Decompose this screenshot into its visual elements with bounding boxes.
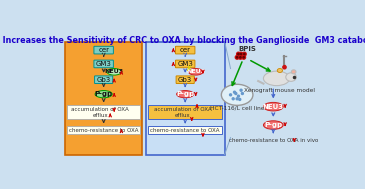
Text: ✗: ✗	[185, 64, 192, 73]
Circle shape	[237, 52, 240, 56]
Text: chemo-resistance to OXA: chemo-resistance to OXA	[150, 128, 220, 133]
FancyBboxPatch shape	[176, 76, 194, 84]
Text: Gb3: Gb3	[178, 77, 192, 83]
FancyBboxPatch shape	[176, 60, 195, 68]
Circle shape	[237, 57, 238, 58]
Circle shape	[241, 53, 242, 55]
Circle shape	[238, 53, 239, 55]
FancyBboxPatch shape	[94, 60, 114, 68]
FancyBboxPatch shape	[68, 105, 140, 119]
Ellipse shape	[264, 102, 283, 111]
Circle shape	[238, 95, 239, 97]
Text: chemo-resistance to OXA: chemo-resistance to OXA	[69, 128, 138, 133]
Text: P-gp: P-gp	[95, 91, 113, 97]
Ellipse shape	[264, 121, 283, 129]
Ellipse shape	[291, 70, 296, 74]
FancyBboxPatch shape	[65, 42, 142, 155]
Text: P-gp: P-gp	[264, 122, 283, 128]
FancyBboxPatch shape	[68, 126, 140, 134]
Ellipse shape	[286, 73, 296, 81]
Circle shape	[241, 93, 243, 94]
Ellipse shape	[221, 84, 253, 105]
FancyBboxPatch shape	[95, 76, 113, 84]
FancyBboxPatch shape	[176, 46, 195, 54]
Circle shape	[242, 56, 246, 59]
Text: NEU3: NEU3	[263, 104, 284, 110]
FancyBboxPatch shape	[148, 126, 222, 134]
Ellipse shape	[95, 91, 112, 98]
Ellipse shape	[264, 71, 290, 86]
Circle shape	[283, 66, 286, 69]
Circle shape	[239, 98, 241, 100]
Text: accumulation of OXA: accumulation of OXA	[71, 108, 128, 112]
Circle shape	[234, 91, 235, 93]
Text: GM3: GM3	[177, 61, 193, 67]
Text: BPIS: BPIS	[238, 46, 256, 52]
Text: Gb3: Gb3	[96, 77, 111, 83]
Text: Xenograft mouse model: Xenograft mouse model	[245, 88, 315, 93]
Text: efflux: efflux	[175, 113, 191, 118]
Circle shape	[243, 57, 244, 58]
Ellipse shape	[277, 69, 283, 72]
Circle shape	[244, 53, 245, 55]
Circle shape	[242, 52, 246, 56]
Ellipse shape	[177, 91, 194, 98]
Circle shape	[232, 98, 234, 100]
Circle shape	[230, 94, 231, 96]
Circle shape	[240, 89, 242, 91]
Circle shape	[235, 93, 237, 94]
FancyBboxPatch shape	[148, 105, 222, 119]
Text: accumulation of OXA: accumulation of OXA	[154, 108, 211, 112]
Text: NEU3: NEU3	[186, 69, 205, 74]
FancyBboxPatch shape	[94, 46, 114, 54]
Text: chemo-resistance to OXA in vivo: chemo-resistance to OXA in vivo	[228, 138, 318, 143]
Text: cer: cer	[98, 47, 109, 53]
Text: efflux: efflux	[93, 113, 109, 118]
Ellipse shape	[107, 69, 122, 75]
Text: NEU3: NEU3	[105, 69, 124, 74]
Text: P-gp: P-gp	[176, 91, 194, 97]
Circle shape	[240, 57, 241, 58]
FancyBboxPatch shape	[146, 42, 224, 155]
Circle shape	[236, 98, 238, 100]
Text: cer: cer	[180, 47, 191, 53]
Text: GM3: GM3	[96, 61, 112, 67]
Circle shape	[239, 56, 242, 59]
Text: BPIS Increases the Sensitivity of CRC to OXA by blocking the Ganglioside  GM3 ca: BPIS Increases the Sensitivity of CRC to…	[0, 36, 365, 45]
Circle shape	[239, 52, 243, 56]
Circle shape	[235, 56, 239, 59]
Text: HCT-116/L cell line: HCT-116/L cell line	[210, 105, 264, 111]
Ellipse shape	[188, 69, 203, 75]
